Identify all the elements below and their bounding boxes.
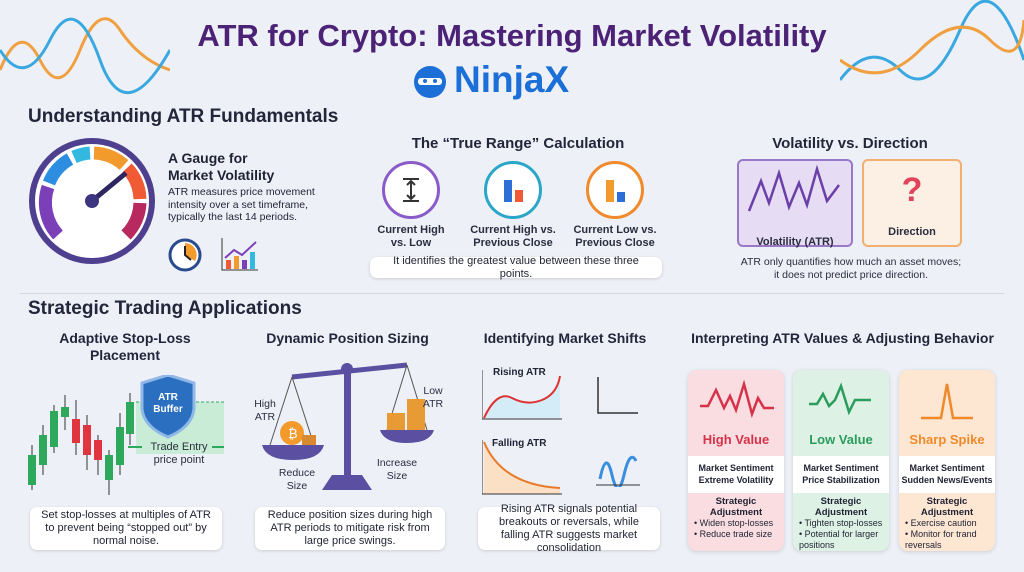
ninjax-logo: NinjaX [410, 58, 620, 102]
falling-atr-chart [482, 440, 562, 495]
bar-chart-trend-icon [221, 238, 258, 271]
volatility-box: Volatility (ATR) [737, 159, 853, 248]
wave-decoration-right [840, 0, 1024, 81]
shield-icon [140, 375, 196, 439]
card-high-value: High Value Market Sentiment Extreme Volat… [688, 370, 784, 551]
true-range-item-1: Current High vs. Low [377, 224, 445, 249]
adjustment-label: Strategic Adjustment [709, 496, 763, 518]
card-low-value: Low Value Market Sentiment Price Stabiliz… [793, 370, 889, 551]
rising-atr-chart [482, 370, 562, 420]
balance-scale-icon: ₿ [262, 362, 434, 490]
card-adjustment: Strategic Adjustment • Tighten stop-losse… [793, 496, 889, 551]
direction-label: Direction [888, 226, 936, 238]
position-sizing-title: Dynamic Position Sizing [266, 330, 429, 346]
card-adjustment: Strategic Adjustment • Exercise caution • … [899, 496, 995, 551]
card-sentiment: Market Sentiment Price Stabilization [793, 456, 889, 493]
card-title: Low Value [809, 432, 873, 447]
gauge-description: ATR measures price movement intensity ov… [168, 186, 315, 223]
wave-decoration-left [0, 17, 170, 94]
position-sizing-note: Reduce position sizes during high ATR pe… [255, 507, 445, 550]
gauge-title-line1: A Gauge for [168, 150, 248, 166]
section-heading-applications: Strategic Trading Applications [28, 298, 302, 319]
adjustment-item: • Potential for larger positions [799, 529, 879, 550]
volatility-direction-note: ATR only quantifies how much an asset mo… [740, 256, 962, 281]
direction-box: ? Direction [862, 159, 962, 247]
market-shifts-title: Identifying Market Shifts [483, 330, 647, 346]
atr-buffer-label: ATR Buffer [153, 392, 183, 415]
sentiment-value: Price Stabilization [802, 475, 880, 485]
sentiment-value: Extreme Volatility [698, 475, 774, 485]
volatility-label: Volatility (ATR) [756, 236, 834, 248]
true-range-note: It identifies the greatest value between… [370, 255, 662, 280]
true-range-item-3: Current Low vs. Previous Close [573, 224, 657, 249]
adjustment-item: • Monitor for trand reversals [905, 529, 977, 550]
sentiment-label: Market Sentiment [909, 463, 985, 473]
card-sharp-spike: Sharp Spike Market Sentiment Sudden News/… [899, 370, 995, 551]
card-sentiment: Market Sentiment Sudden News/Events [899, 456, 995, 493]
volatility-zigzag-icon [747, 164, 840, 212]
page-title: ATR for Crypto: Mastering Market Volatil… [197, 18, 827, 53]
reduce-size-label: Reduce Size [278, 467, 316, 492]
candlestick-chart [28, 375, 224, 495]
adjustment-item: • Tighten stop-losses [799, 518, 883, 528]
interpreting-title: Interpreting ATR Values & Adjusting Beha… [691, 330, 994, 346]
volatility-direction-title: Volatility vs. Direction [772, 135, 928, 152]
gauge-icon [29, 138, 155, 264]
clock-icon [168, 238, 202, 272]
section-divider [20, 293, 1004, 294]
low-prev-close-icon [586, 161, 644, 219]
high-prev-close-icon [484, 161, 542, 219]
logo-text: NinjaX [454, 59, 570, 100]
high-atr-label: High ATR [254, 398, 276, 423]
card-title: High Value [702, 432, 770, 447]
wave-icon [596, 455, 640, 487]
gauge-title-line2: Market Volatility [168, 167, 275, 183]
sentiment-value: Sudden News/Events [901, 475, 993, 485]
high-low-icon [382, 161, 440, 219]
stop-loss-title: Adaptive Stop-Loss Placement [59, 330, 191, 363]
gauge-title: A Gauge for Market Volatility [168, 150, 274, 184]
low-atr-label: Low ATR [422, 385, 444, 410]
falling-atr-label: Falling ATR [492, 438, 547, 449]
adjustment-label: Strategic Adjustment [920, 496, 974, 518]
spike-line-icon [921, 383, 973, 420]
stop-loss-note: Set stop-losses at multiples of ATR to p… [30, 507, 222, 550]
true-range-title: The “True Range” Calculation [411, 135, 625, 152]
true-range-item-2: Current High vs. Previous Close [470, 224, 556, 249]
market-shifts-note: Rising ATR signals potential breakouts o… [478, 503, 660, 554]
bitcoin-icon [280, 421, 304, 445]
adjustment-item: • Widen stop-losses [694, 518, 774, 528]
adjustment-item: • Exercise caution [905, 518, 977, 528]
section-heading-fundamentals: Understanding ATR Fundamentals [28, 106, 339, 127]
rising-atr-label: Rising ATR [493, 367, 546, 378]
increase-size-label: Increase Size [376, 457, 418, 482]
question-mark-icon: ? [901, 171, 923, 209]
high-volatility-line-icon [700, 380, 774, 419]
adjustment-item: • Reduce trade size [694, 529, 773, 539]
card-adjustment: Strategic Adjustment • Widen stop-losses •… [688, 496, 784, 540]
svg-text:₿: ₿ [288, 426, 298, 441]
low-volatility-line-icon [809, 382, 871, 416]
sentiment-label: Market Sentiment [803, 463, 879, 473]
card-title: Sharp Spike [909, 432, 985, 447]
flat-axis-icon [597, 377, 638, 414]
card-sentiment: Market Sentiment Extreme Volatility [688, 456, 784, 493]
adjustment-label: Strategic Adjustment [814, 496, 868, 518]
sentiment-label: Market Sentiment [698, 463, 774, 473]
trade-entry-label: Trade Entry price point [150, 441, 208, 466]
ninja-mascot-icon [414, 66, 446, 98]
